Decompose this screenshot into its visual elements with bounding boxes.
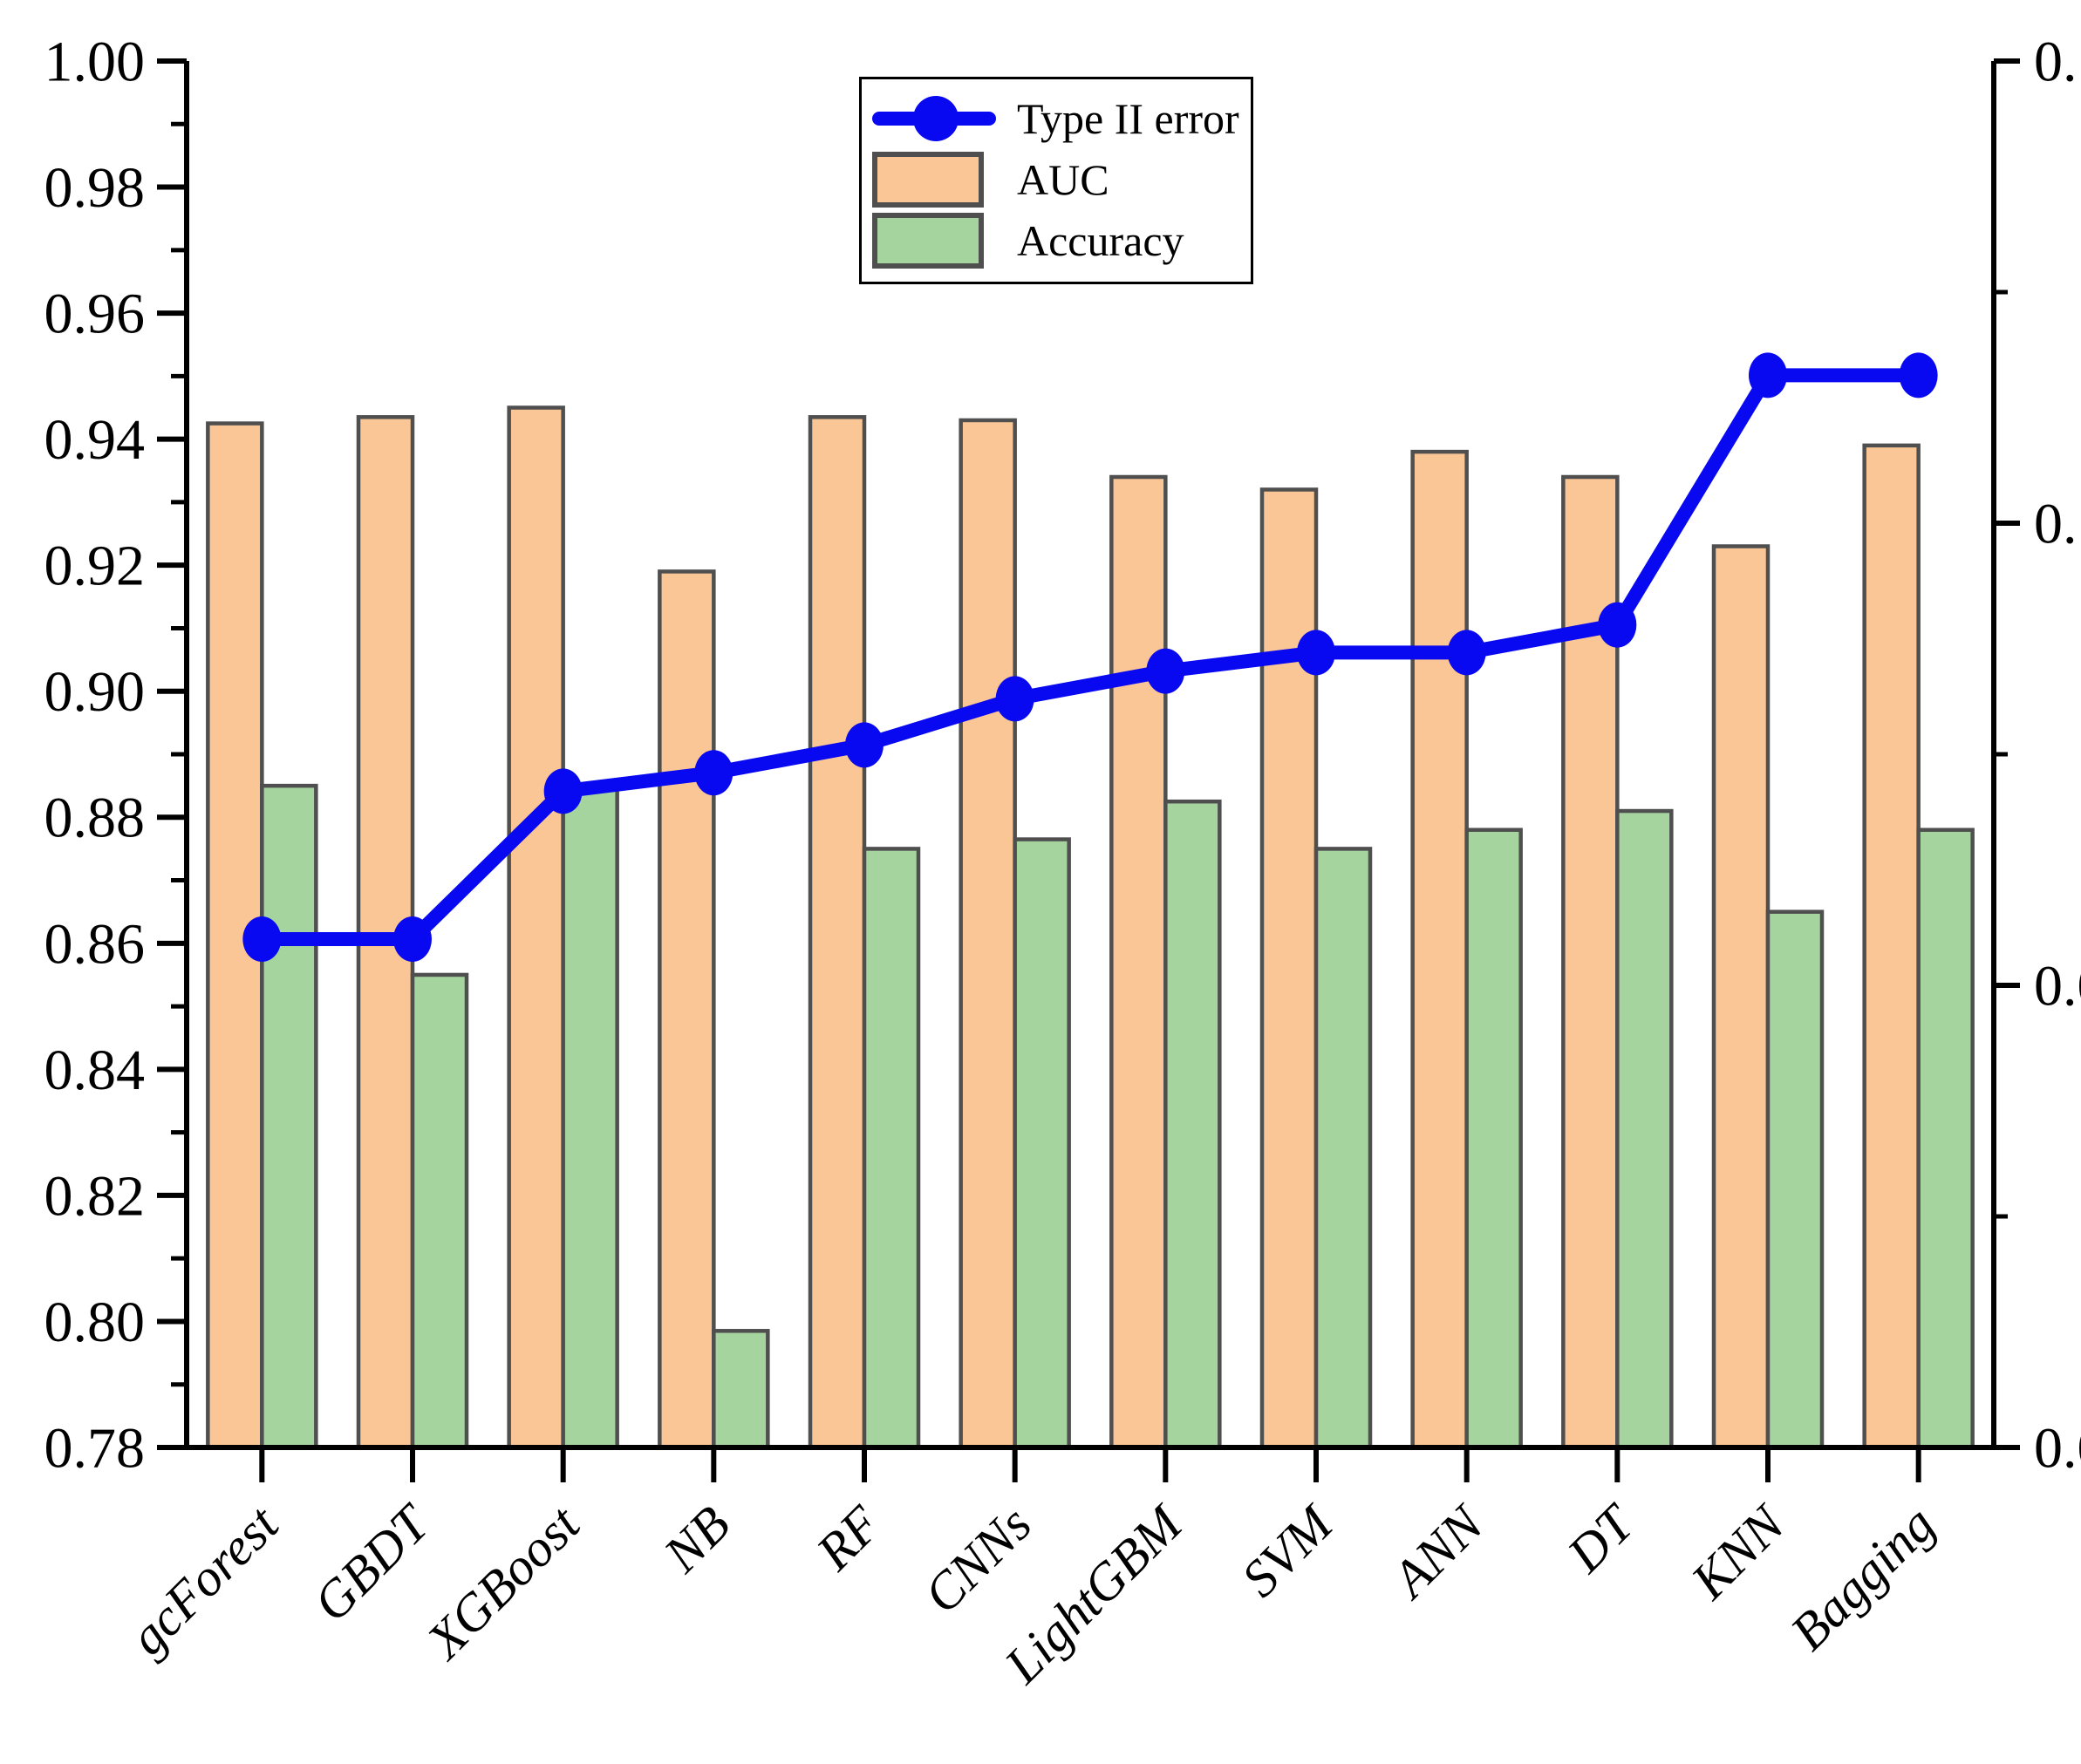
type2-error-marker-gcForest — [242, 916, 282, 962]
x-axis-label-Bagging: Bagging — [1779, 1495, 1945, 1661]
legend-label-type2-error: Type II error — [1017, 94, 1239, 143]
x-axis-label-RF: RF — [805, 1495, 892, 1582]
type2-error-marker-RF — [845, 722, 884, 768]
x-axis-label-NB: NB — [652, 1495, 741, 1584]
type2-error-line-marker-icon — [870, 88, 1001, 149]
type2-error-marker-ANN — [1447, 630, 1486, 676]
x-axis-label-KNN: KNN — [1680, 1493, 1797, 1610]
type2-error-marker-CNNs — [995, 676, 1034, 722]
left-axis-tick-label: 0.90 — [44, 660, 146, 724]
type2-error-series — [242, 352, 1938, 962]
type2-error-marker-DT — [1598, 602, 1637, 648]
x-axis-label-CNNs: CNNs — [913, 1495, 1042, 1624]
x-axis-label-DT: DT — [1556, 1493, 1647, 1584]
left-axis-tick-label: 0.84 — [44, 1039, 146, 1102]
x-axis-label-ANN: ANN — [1379, 1493, 1496, 1610]
left-axis-ticks: 0.78 0.80 0.82 0.84 0.86 0.88 0.90 0.92 0.94 0.96… — [44, 30, 187, 1480]
legend-item-type2-error: Type II error — [870, 88, 1240, 149]
bar-auc-LightGBM — [1109, 474, 1168, 1450]
bar-accuracy-GBDT — [410, 972, 469, 1450]
x-axis-label-gcForest: gcForest — [119, 1495, 290, 1666]
type2-error-marker-XGBoost — [543, 768, 583, 814]
bar-accuracy-DT — [1615, 808, 1674, 1450]
left-axis-tick-label: 0.96 — [44, 283, 146, 346]
left-axis-tick-label: 0.94 — [44, 408, 146, 472]
bar-accuracy-gcForest — [260, 783, 318, 1450]
left-axis-tick-label: 0.82 — [44, 1164, 146, 1228]
legend-item-auc: AUC — [870, 149, 1240, 210]
bar-accuracy-XGBoost — [561, 787, 619, 1450]
x-axis-label-XGBoost: XGBoost — [415, 1495, 591, 1671]
bar-accuracy-SVM — [1313, 847, 1373, 1450]
legend-item-accuracy: Accuracy — [870, 210, 1240, 271]
left-axis-tick-label: 0.88 — [44, 787, 146, 850]
legend-label-auc: AUC — [1017, 155, 1109, 204]
bar-accuracy-LightGBM — [1163, 799, 1222, 1450]
bar-accuracy-RF — [862, 847, 921, 1450]
right-axis-ticks: 0.00 0.05 0.10 0.15 — [1994, 30, 2081, 1480]
legend-label-accuracy: Accuracy — [1017, 216, 1184, 265]
accuracy-swatch-icon — [870, 210, 1001, 271]
right-axis-tick-label: 0.15 — [2034, 30, 2081, 93]
type2-error-marker-SVM — [1297, 630, 1335, 676]
bar-auc-ANN — [1410, 449, 1469, 1450]
right-axis-tick-label: 0.10 — [2034, 492, 2081, 555]
type2-error-marker-LightGBM — [1146, 648, 1185, 694]
type2-error-marker-Bagging — [1899, 352, 1938, 398]
bar-auc-RF — [808, 415, 867, 1450]
bar-accuracy-Bagging — [1916, 828, 1975, 1450]
chart-legend: Type II error AUC Accuracy — [859, 77, 1253, 284]
left-axis-tick-label: 0.98 — [44, 156, 146, 220]
type2-error-line — [262, 368, 1919, 946]
bars-group — [206, 405, 1975, 1450]
x-axis-label-GBDT: GBDT — [303, 1493, 442, 1632]
type2-error-marker-GBDT — [393, 916, 432, 962]
x-axis-label-SVM: SVM — [1231, 1493, 1345, 1607]
left-axis-tick-label: 1.00 — [44, 30, 146, 93]
bar-auc-CNNs — [959, 418, 1017, 1450]
bar-auc-NB — [658, 569, 716, 1450]
left-axis-tick-label: 0.78 — [44, 1416, 146, 1480]
left-axis-tick-label: 0.86 — [44, 912, 146, 976]
left-axis-tick-label: 0.92 — [44, 535, 146, 598]
left-axis-tick-label: 0.80 — [44, 1291, 146, 1354]
right-axis-tick-label: 0.00 — [2034, 1416, 2081, 1480]
bar-auc-KNN — [1711, 544, 1771, 1450]
type2-error-marker-KNN — [1749, 352, 1787, 398]
bar-accuracy-ANN — [1464, 828, 1523, 1450]
bar-accuracy-CNNs — [1013, 837, 1071, 1450]
bar-auc-XGBoost — [507, 405, 565, 1450]
bar-accuracy-KNN — [1765, 909, 1825, 1450]
bar-auc-Bagging — [1862, 443, 1921, 1450]
right-axis-tick-label: 0.05 — [2034, 954, 2081, 1018]
bar-accuracy-NB — [712, 1329, 770, 1450]
auc-swatch-icon — [870, 149, 1001, 210]
type2-error-marker-NB — [694, 750, 733, 796]
